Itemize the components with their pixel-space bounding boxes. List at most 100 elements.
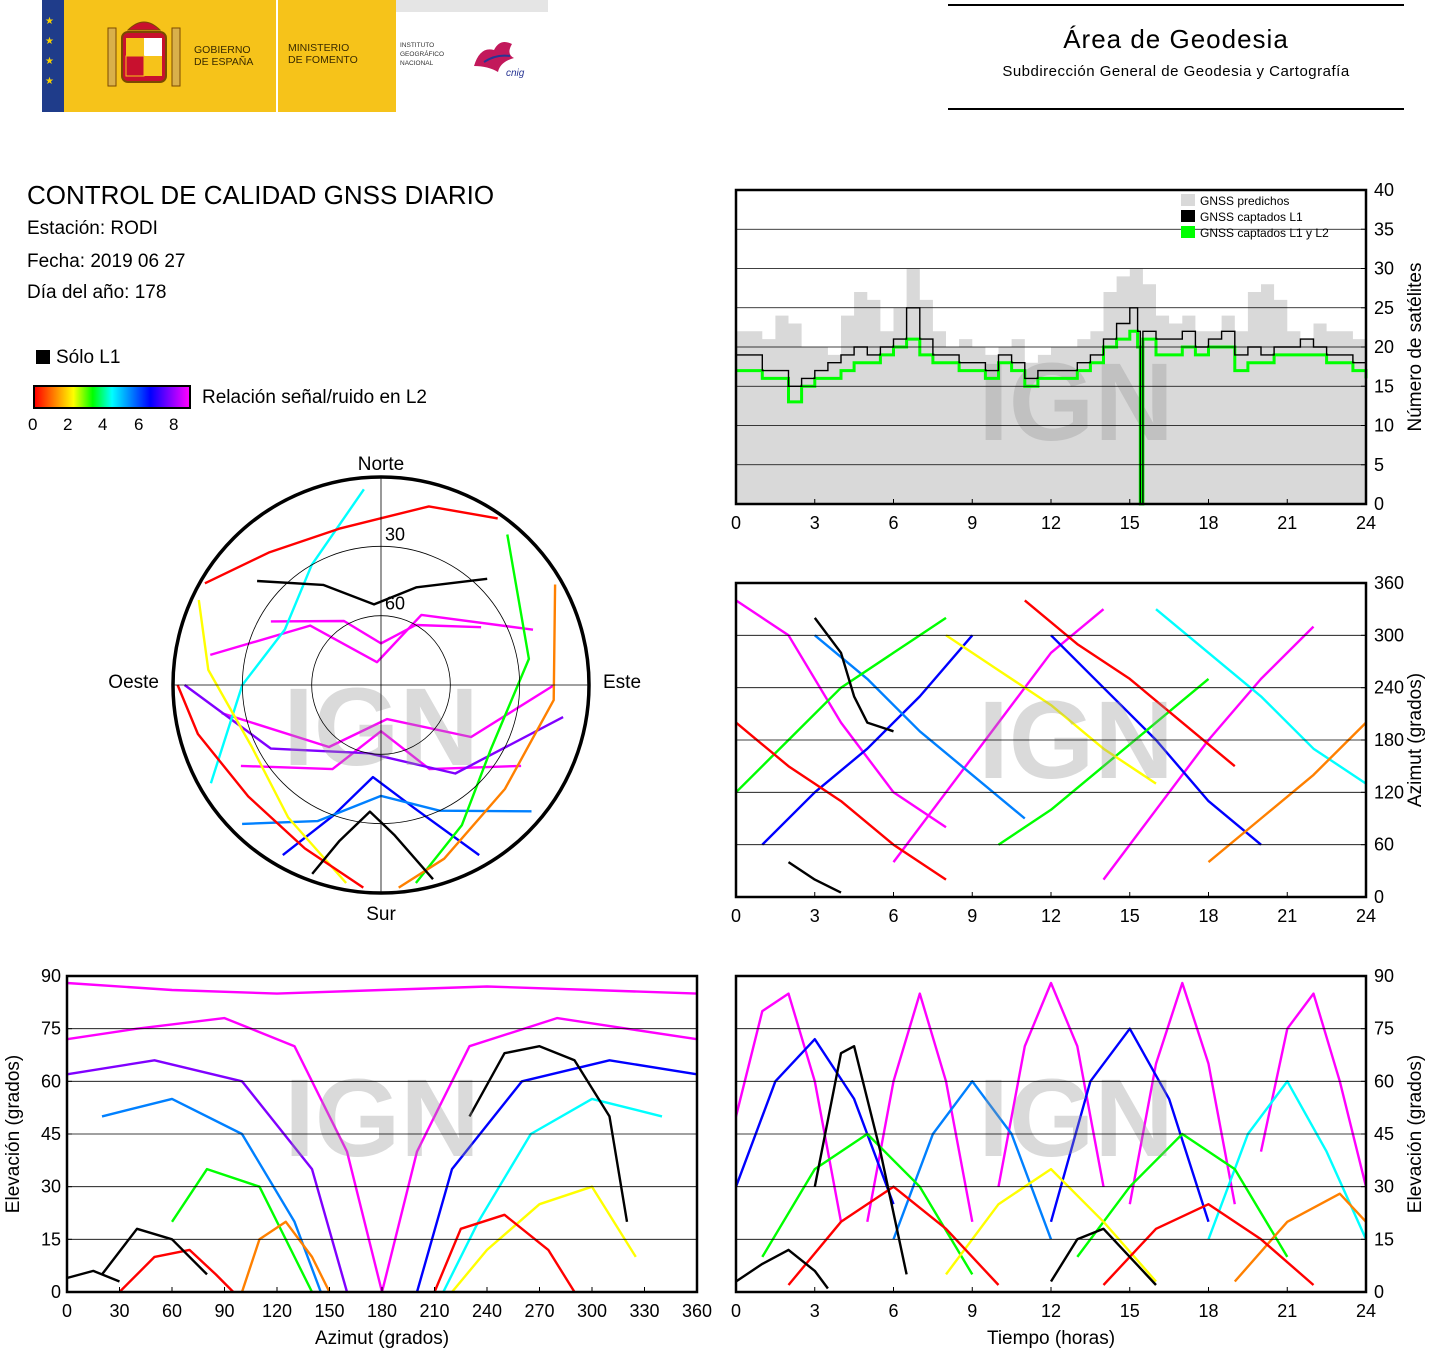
x-tick-label: 30 — [109, 1301, 129, 1321]
sky-track — [221, 683, 555, 749]
sky-track — [176, 684, 364, 889]
x-tick-label: 180 — [367, 1301, 397, 1321]
direction-south: Sur — [366, 904, 396, 925]
x-tick-label: 21 — [1277, 906, 1297, 926]
y-tick-label: 60 — [1374, 835, 1394, 855]
legend-swatch — [1181, 226, 1195, 238]
direction-east: Este — [603, 672, 641, 693]
y-tick-label: 45 — [41, 1124, 61, 1144]
elevation-azimuth-track — [118, 1248, 235, 1293]
elevation-azimuth-track — [66, 1016, 384, 1293]
ign-watermark: IGN — [284, 1057, 480, 1180]
ign-line2: GEOGRÁFICO — [400, 51, 445, 58]
x-tick-label: 210 — [419, 1301, 449, 1321]
x-tick-label: 150 — [314, 1301, 344, 1321]
plot-frame — [734, 581, 1368, 899]
elevation-time-chart: IGN 0 15 30 45 60 75 90 0 3 6 9 12 15 18 21 24 Elevación … — [731, 966, 1426, 1349]
ign-top-strip — [396, 0, 548, 12]
sky-track — [209, 488, 365, 784]
x-tick-label: 3 — [810, 1301, 820, 1321]
azimuth-track — [787, 861, 842, 894]
snr-tick: 6 — [134, 415, 144, 434]
x-tick-label: 12 — [1041, 906, 1061, 926]
header-right: Área de Geodesia Subdirección General de… — [948, 0, 1404, 112]
azimuth-track — [735, 721, 947, 881]
y-tick-label: 90 — [41, 966, 61, 986]
y-tick-label: 15 — [41, 1229, 61, 1249]
x-tick-label: 9 — [967, 513, 977, 533]
x-axis-label: Azimut (grados) — [315, 1328, 449, 1349]
elevation-ring-label: 30 — [385, 524, 405, 544]
ign-line1: INSTITUTO — [400, 42, 435, 49]
x-tick-label: 18 — [1198, 513, 1218, 533]
x-tick-label: 12 — [1041, 1301, 1061, 1321]
x-tick-label: 15 — [1120, 513, 1140, 533]
x-tick-label: 360 — [682, 1301, 712, 1321]
eu-flag-strip: ★ ★ ★ ★ — [42, 0, 64, 112]
elevation-azimuth-track — [451, 1185, 637, 1293]
x-tick-label: 120 — [262, 1301, 292, 1321]
y-tick-label: 0 — [1374, 1282, 1384, 1302]
azimuth-track — [735, 599, 947, 829]
y-tick-label: 0 — [51, 1282, 61, 1302]
x-tick-label: 21 — [1277, 1301, 1297, 1321]
azimuth-time-chart: IGN 0 60 120 180 240 300 360 0 3 6 9 12 15 18 21 24 Azimu… — [731, 573, 1426, 926]
elevation-ring-label: 60 — [385, 594, 405, 614]
azimuth-track — [1207, 721, 1367, 864]
elevation-azimuth-chart: IGN 0 15 30 45 60 75 90 0 30 60 90 120 150 180 210 240 27… — [3, 966, 712, 1349]
x-tick-label: 0 — [62, 1301, 72, 1321]
x-tick-label: 90 — [214, 1301, 234, 1321]
snr-label: Relación señal/ruido en L2 — [202, 387, 427, 408]
legend-entry: GNSS predichos — [1200, 194, 1289, 208]
elevation-azimuth-track — [380, 1016, 698, 1293]
x-tick-label: 15 — [1120, 1301, 1140, 1321]
snr-tick: 8 — [169, 415, 179, 434]
elevation-azimuth-track — [66, 1269, 120, 1283]
y-tick-label: 5 — [1374, 455, 1384, 475]
snr-tick: 0 — [28, 415, 38, 434]
elevation-azimuth-track — [66, 981, 698, 995]
x-tick-label: 6 — [888, 1301, 898, 1321]
gobierno-panel: GOBIERNO DE ESPAÑA — [64, 0, 292, 112]
x-tick-label: 330 — [629, 1301, 659, 1321]
y-tick-label: 180 — [1374, 730, 1404, 750]
cnig-logo-text: cnig — [506, 68, 525, 79]
azimuth-track — [1155, 608, 1367, 785]
y-tick-label: 20 — [1374, 337, 1394, 357]
x-tick-label: 18 — [1198, 1301, 1218, 1321]
elevation-time-track — [735, 1248, 829, 1290]
area-subtitle: Subdirección General de Geodesia y Carto… — [1002, 63, 1350, 80]
elevation-time-track — [1049, 1227, 1157, 1286]
l1-swatch — [36, 350, 50, 364]
y-tick-label: 10 — [1374, 416, 1394, 436]
x-tick-label: 3 — [810, 906, 820, 926]
x-tick-label: 12 — [1041, 513, 1061, 533]
x-tick-label: 0 — [731, 1301, 741, 1321]
x-tick-label: 6 — [888, 906, 898, 926]
elevation-time-track — [1259, 992, 1368, 1187]
azimuth-track — [761, 634, 974, 846]
sky-track — [311, 810, 434, 880]
y-tick-label: 60 — [41, 1071, 61, 1091]
ministerio-line1: MINISTERIO — [288, 42, 350, 54]
x-tick-label: 9 — [967, 1301, 977, 1321]
elevation-azimuth-track — [101, 1227, 208, 1276]
snr-tick: 4 — [98, 415, 108, 434]
legend-entry: GNSS captados L1 — [1200, 210, 1303, 224]
y-tick-label: 15 — [1374, 1229, 1394, 1249]
ign-watermark: IGN — [978, 341, 1174, 464]
x-tick-label: 9 — [967, 906, 977, 926]
elevation-azimuth-track — [433, 1213, 576, 1293]
date-label: Fecha: 2019 06 27 — [27, 251, 186, 272]
snr-ticks: 0 2 4 6 8 — [28, 415, 198, 437]
plot-frame — [734, 188, 1368, 506]
sky-track — [209, 613, 534, 664]
x-tick-label: 21 — [1277, 513, 1297, 533]
y-tick-label: 30 — [41, 1177, 61, 1197]
sky-track — [414, 534, 531, 884]
y-axis-label: Azimut (grados) — [1405, 673, 1426, 807]
y-axis-label: Elevación (grados) — [3, 1055, 24, 1213]
elevation-time-track — [1233, 1192, 1367, 1283]
